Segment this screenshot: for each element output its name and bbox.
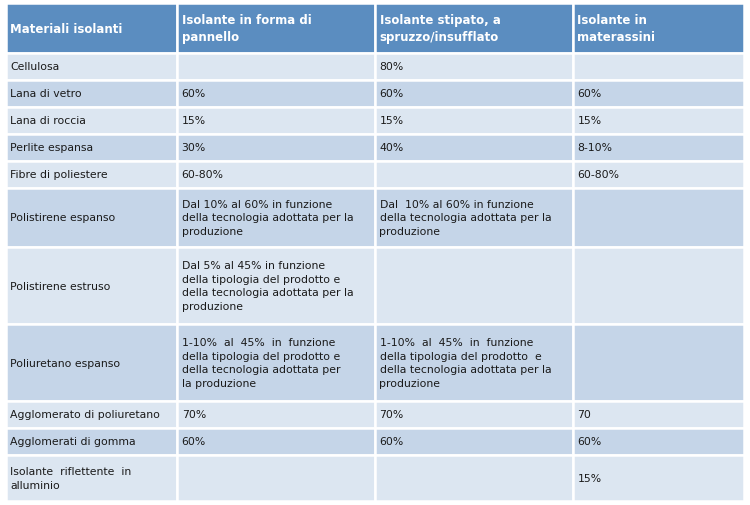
Bar (177, 401, 375, 428)
Text: 15%: 15% (578, 473, 602, 483)
Bar (375, 324, 573, 401)
Bar (573, 455, 744, 501)
Text: 70%: 70% (182, 410, 206, 420)
Bar (375, 4, 573, 54)
Bar (573, 188, 744, 248)
Text: 60%: 60% (182, 89, 206, 99)
Text: Isolante  riflettente  in
alluminio: Isolante riflettente in alluminio (10, 466, 132, 490)
Text: 60%: 60% (380, 89, 404, 99)
Bar (573, 248, 744, 324)
Text: 30%: 30% (182, 143, 206, 153)
Bar (573, 134, 744, 162)
Text: 15%: 15% (380, 116, 404, 126)
Bar (573, 54, 744, 81)
Bar (177, 162, 375, 188)
Bar (6, 324, 177, 401)
Bar (6, 162, 177, 188)
Text: Dal  10% al 60% in funzione
della tecnologia adottata per la
produzione: Dal 10% al 60% in funzione della tecnolo… (380, 199, 551, 236)
Bar (6, 81, 177, 108)
Text: Isolante in forma di
pannello: Isolante in forma di pannello (182, 14, 311, 44)
Bar (177, 324, 375, 401)
Bar (6, 248, 177, 324)
Bar (177, 81, 375, 108)
Bar (6, 428, 177, 455)
Bar (573, 401, 744, 428)
Text: 70: 70 (578, 410, 591, 420)
Bar (177, 54, 375, 81)
Bar (177, 188, 375, 248)
Bar (6, 188, 177, 248)
Text: 60%: 60% (578, 436, 602, 446)
Bar (573, 81, 744, 108)
Bar (375, 248, 573, 324)
Text: Dal 5% al 45% in funzione
della tipologia del prodotto e
della tecnologia adotta: Dal 5% al 45% in funzione della tipologi… (182, 261, 353, 312)
Bar (6, 108, 177, 134)
Text: Isolante stipato, a
spruzzo/insufflato: Isolante stipato, a spruzzo/insufflato (380, 14, 500, 44)
Text: 60%: 60% (578, 89, 602, 99)
Text: Lana di roccia: Lana di roccia (10, 116, 86, 126)
Text: Polistirene espanso: Polistirene espanso (10, 213, 115, 223)
Text: 15%: 15% (182, 116, 206, 126)
Text: 80%: 80% (380, 62, 404, 72)
Text: Isolante in
materassini: Isolante in materassini (578, 14, 656, 44)
Text: Dal 10% al 60% in funzione
della tecnologia adottata per la
produzione: Dal 10% al 60% in funzione della tecnolo… (182, 199, 353, 236)
Bar (573, 162, 744, 188)
Text: 60-80%: 60-80% (578, 170, 620, 180)
Text: 1-10%  al  45%  in  funzione
della tipologia del prodotto  e
della tecnologia ad: 1-10% al 45% in funzione della tipologia… (380, 337, 551, 388)
Text: 15%: 15% (578, 116, 602, 126)
Text: 60-80%: 60-80% (182, 170, 224, 180)
Text: 1-10%  al  45%  in  funzione
della tipologia del prodotto e
della tecnologia ado: 1-10% al 45% in funzione della tipologia… (182, 337, 340, 388)
Bar (375, 54, 573, 81)
Text: Poliuretano espanso: Poliuretano espanso (10, 358, 121, 368)
Bar (375, 134, 573, 162)
Bar (573, 108, 744, 134)
Bar (375, 428, 573, 455)
Text: Agglomerati di gomma: Agglomerati di gomma (10, 436, 136, 446)
Bar (375, 81, 573, 108)
Text: Agglomerato di poliuretano: Agglomerato di poliuretano (10, 410, 160, 420)
Text: Perlite espansa: Perlite espansa (10, 143, 94, 153)
Text: 70%: 70% (380, 410, 404, 420)
Bar (177, 248, 375, 324)
Bar (375, 401, 573, 428)
Bar (177, 108, 375, 134)
Bar (6, 401, 177, 428)
Bar (375, 455, 573, 501)
Bar (177, 428, 375, 455)
Bar (6, 455, 177, 501)
Text: Lana di vetro: Lana di vetro (10, 89, 82, 99)
Bar (573, 428, 744, 455)
Text: Fibre di poliestere: Fibre di poliestere (10, 170, 108, 180)
Text: Cellulosa: Cellulosa (10, 62, 60, 72)
Text: Materiali isolanti: Materiali isolanti (10, 23, 123, 35)
Bar (375, 162, 573, 188)
Bar (573, 324, 744, 401)
Text: 60%: 60% (380, 436, 404, 446)
Bar (375, 108, 573, 134)
Bar (6, 134, 177, 162)
Text: 40%: 40% (380, 143, 404, 153)
Bar (177, 134, 375, 162)
Text: 8-10%: 8-10% (578, 143, 612, 153)
Text: 60%: 60% (182, 436, 206, 446)
Bar (573, 4, 744, 54)
Bar (177, 4, 375, 54)
Bar (6, 4, 177, 54)
Text: Polistirene estruso: Polistirene estruso (10, 281, 111, 291)
Bar (6, 54, 177, 81)
Bar (375, 188, 573, 248)
Bar (177, 455, 375, 501)
